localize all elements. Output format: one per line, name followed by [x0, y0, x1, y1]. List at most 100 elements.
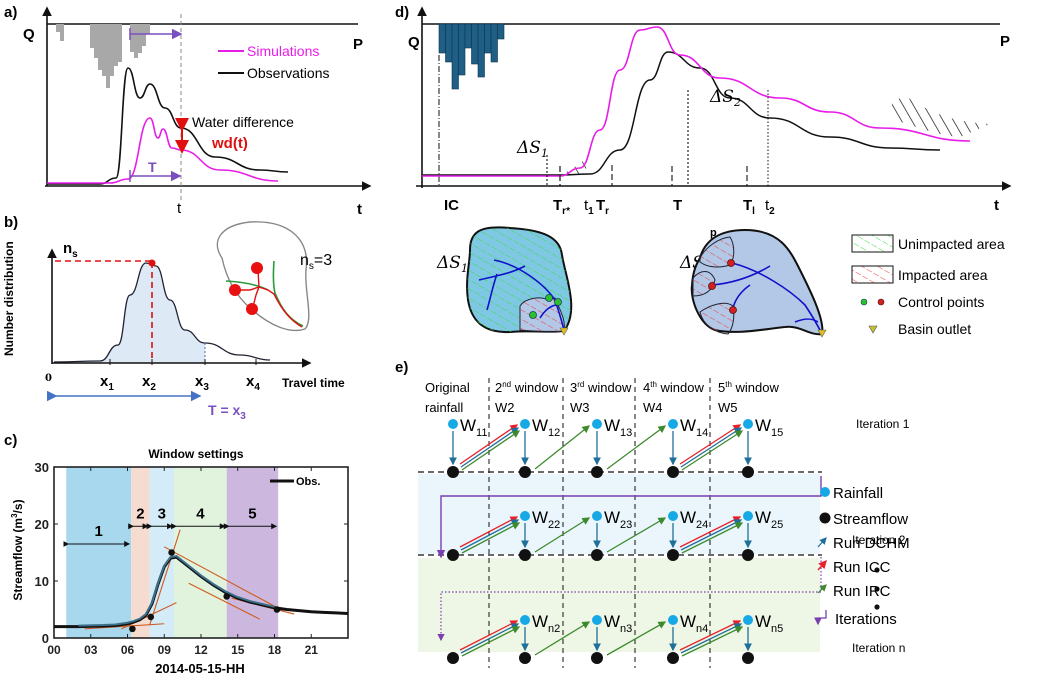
y-tick-label: 30	[35, 460, 49, 475]
irc-arrow	[606, 621, 667, 656]
rain-bar	[451, 23, 459, 90]
rain-bar	[118, 24, 122, 62]
panel-d-dS2: ΔS2	[709, 87, 741, 109]
column-subheader: W2	[495, 400, 515, 415]
panel-a-t-label: t	[357, 201, 362, 218]
column-subheader: W4	[643, 400, 663, 415]
basin2-river	[711, 262, 823, 335]
panel-d-tick-label: T	[673, 197, 682, 214]
dchm-arrow	[680, 427, 743, 468]
streamflow-node	[519, 549, 531, 561]
irc-arrow	[681, 430, 744, 471]
column-header: Original	[425, 380, 470, 395]
panel-c-label: c)	[4, 432, 17, 449]
panel-d-tick-lines	[546, 90, 769, 186]
ellipsis-dot	[874, 604, 880, 610]
chart-window-bands	[66, 467, 279, 638]
legend-unimpacted-swatch	[851, 234, 894, 253]
iteration-loop-n	[437, 557, 822, 642]
basin2-control-point	[729, 306, 737, 314]
streamflow-node	[447, 652, 459, 664]
legend-unimpacted: Unimpacted area	[898, 236, 1005, 252]
basin-2	[690, 228, 827, 338]
irc-arrow	[461, 522, 521, 554]
legend-icc: Run ICC	[833, 559, 891, 576]
legend-control-points: Control points	[898, 294, 984, 310]
legend-impacted-swatch	[851, 265, 894, 284]
window-node-label: W15	[755, 416, 783, 439]
panel-d-simulation-curve	[421, 26, 971, 177]
basin1-control-point	[554, 298, 562, 306]
column-header: 4th window	[643, 380, 704, 395]
panel-e-grid	[418, 378, 822, 668]
rainfall-node	[743, 511, 753, 521]
column-header: 5th window	[718, 380, 779, 395]
irc-arrow	[681, 522, 744, 554]
legend-irc: Run IRC	[833, 583, 891, 600]
iteration-n-label: Iteration n	[852, 641, 905, 655]
rainfall-node	[520, 511, 530, 521]
panel-b-ns: ns	[63, 240, 78, 260]
panel-b-source-1	[251, 262, 263, 274]
basin2-outlet	[817, 329, 827, 338]
window-point	[147, 613, 155, 621]
chart-xlabel: 2014-05-15-HH	[155, 661, 245, 676]
panel-e: e) Original rainfall 2nd window W2 3rd windo…	[395, 359, 910, 668]
window-point	[273, 606, 281, 613]
panel-b-tick-label: x4	[246, 373, 260, 393]
dchm-arrow	[680, 623, 743, 654]
window-number: 4	[196, 505, 205, 522]
chart-sim-line	[78, 554, 275, 627]
chart-legend-obs: Obs.	[296, 476, 320, 488]
panel-b-origin: 0	[45, 373, 52, 384]
panel-d-tick-label: t1	[584, 197, 594, 217]
streamflow-node	[742, 652, 754, 664]
rainfall-node	[520, 419, 530, 429]
streamflow-node	[519, 652, 531, 664]
window-band-1	[66, 467, 132, 638]
fit-line	[149, 529, 181, 626]
rainfall-node	[592, 615, 602, 625]
panel-d-dS2-hatch	[892, 97, 990, 137]
legend-iterations: Iterations	[835, 611, 897, 628]
window-band-4	[174, 467, 227, 638]
dchm-arrow	[680, 519, 743, 551]
streamflow-node	[591, 466, 603, 478]
panel-b-distribution-curve	[53, 262, 271, 363]
rain-bar	[60, 24, 64, 41]
dchm-arrow	[460, 623, 520, 654]
panel-b-source-2	[229, 284, 241, 296]
panel-b-peak-point	[148, 259, 156, 267]
legend-rainfall-icon	[820, 487, 830, 497]
rain-bar	[484, 23, 492, 54]
panel-a-T-label: T	[148, 159, 157, 175]
basin1-outlet	[559, 327, 569, 336]
panel-a-wd: wd(t)	[211, 135, 248, 152]
window-band-5	[226, 467, 279, 638]
basin-1	[466, 226, 573, 336]
panel-d-dS1: ΔS1	[516, 138, 548, 160]
rainfall-node	[520, 615, 530, 625]
rain-bar	[497, 23, 505, 40]
basin2-control-point	[708, 282, 716, 290]
panel-d-label: d)	[395, 4, 409, 21]
irc-arrow	[534, 425, 591, 470]
rainfall-node	[668, 511, 678, 521]
rain-bar	[90, 24, 94, 48]
irc-arrow	[534, 517, 591, 553]
rain-bar	[142, 24, 146, 46]
rain-bar	[56, 24, 60, 32]
y-tick-label: 20	[35, 517, 49, 532]
window-node-label: W14	[680, 416, 708, 439]
legend-outlet-icon	[868, 325, 878, 334]
column-header: 2nd window	[495, 380, 559, 395]
icc-arrow	[679, 620, 742, 651]
panel-b-tick-label: x3	[195, 373, 209, 393]
x-tick-label: 06	[121, 643, 135, 657]
panel-e-label: e)	[395, 359, 408, 376]
ellipsis-dot	[874, 586, 880, 592]
rain-bar	[134, 24, 138, 58]
irc-arrow	[534, 621, 591, 656]
